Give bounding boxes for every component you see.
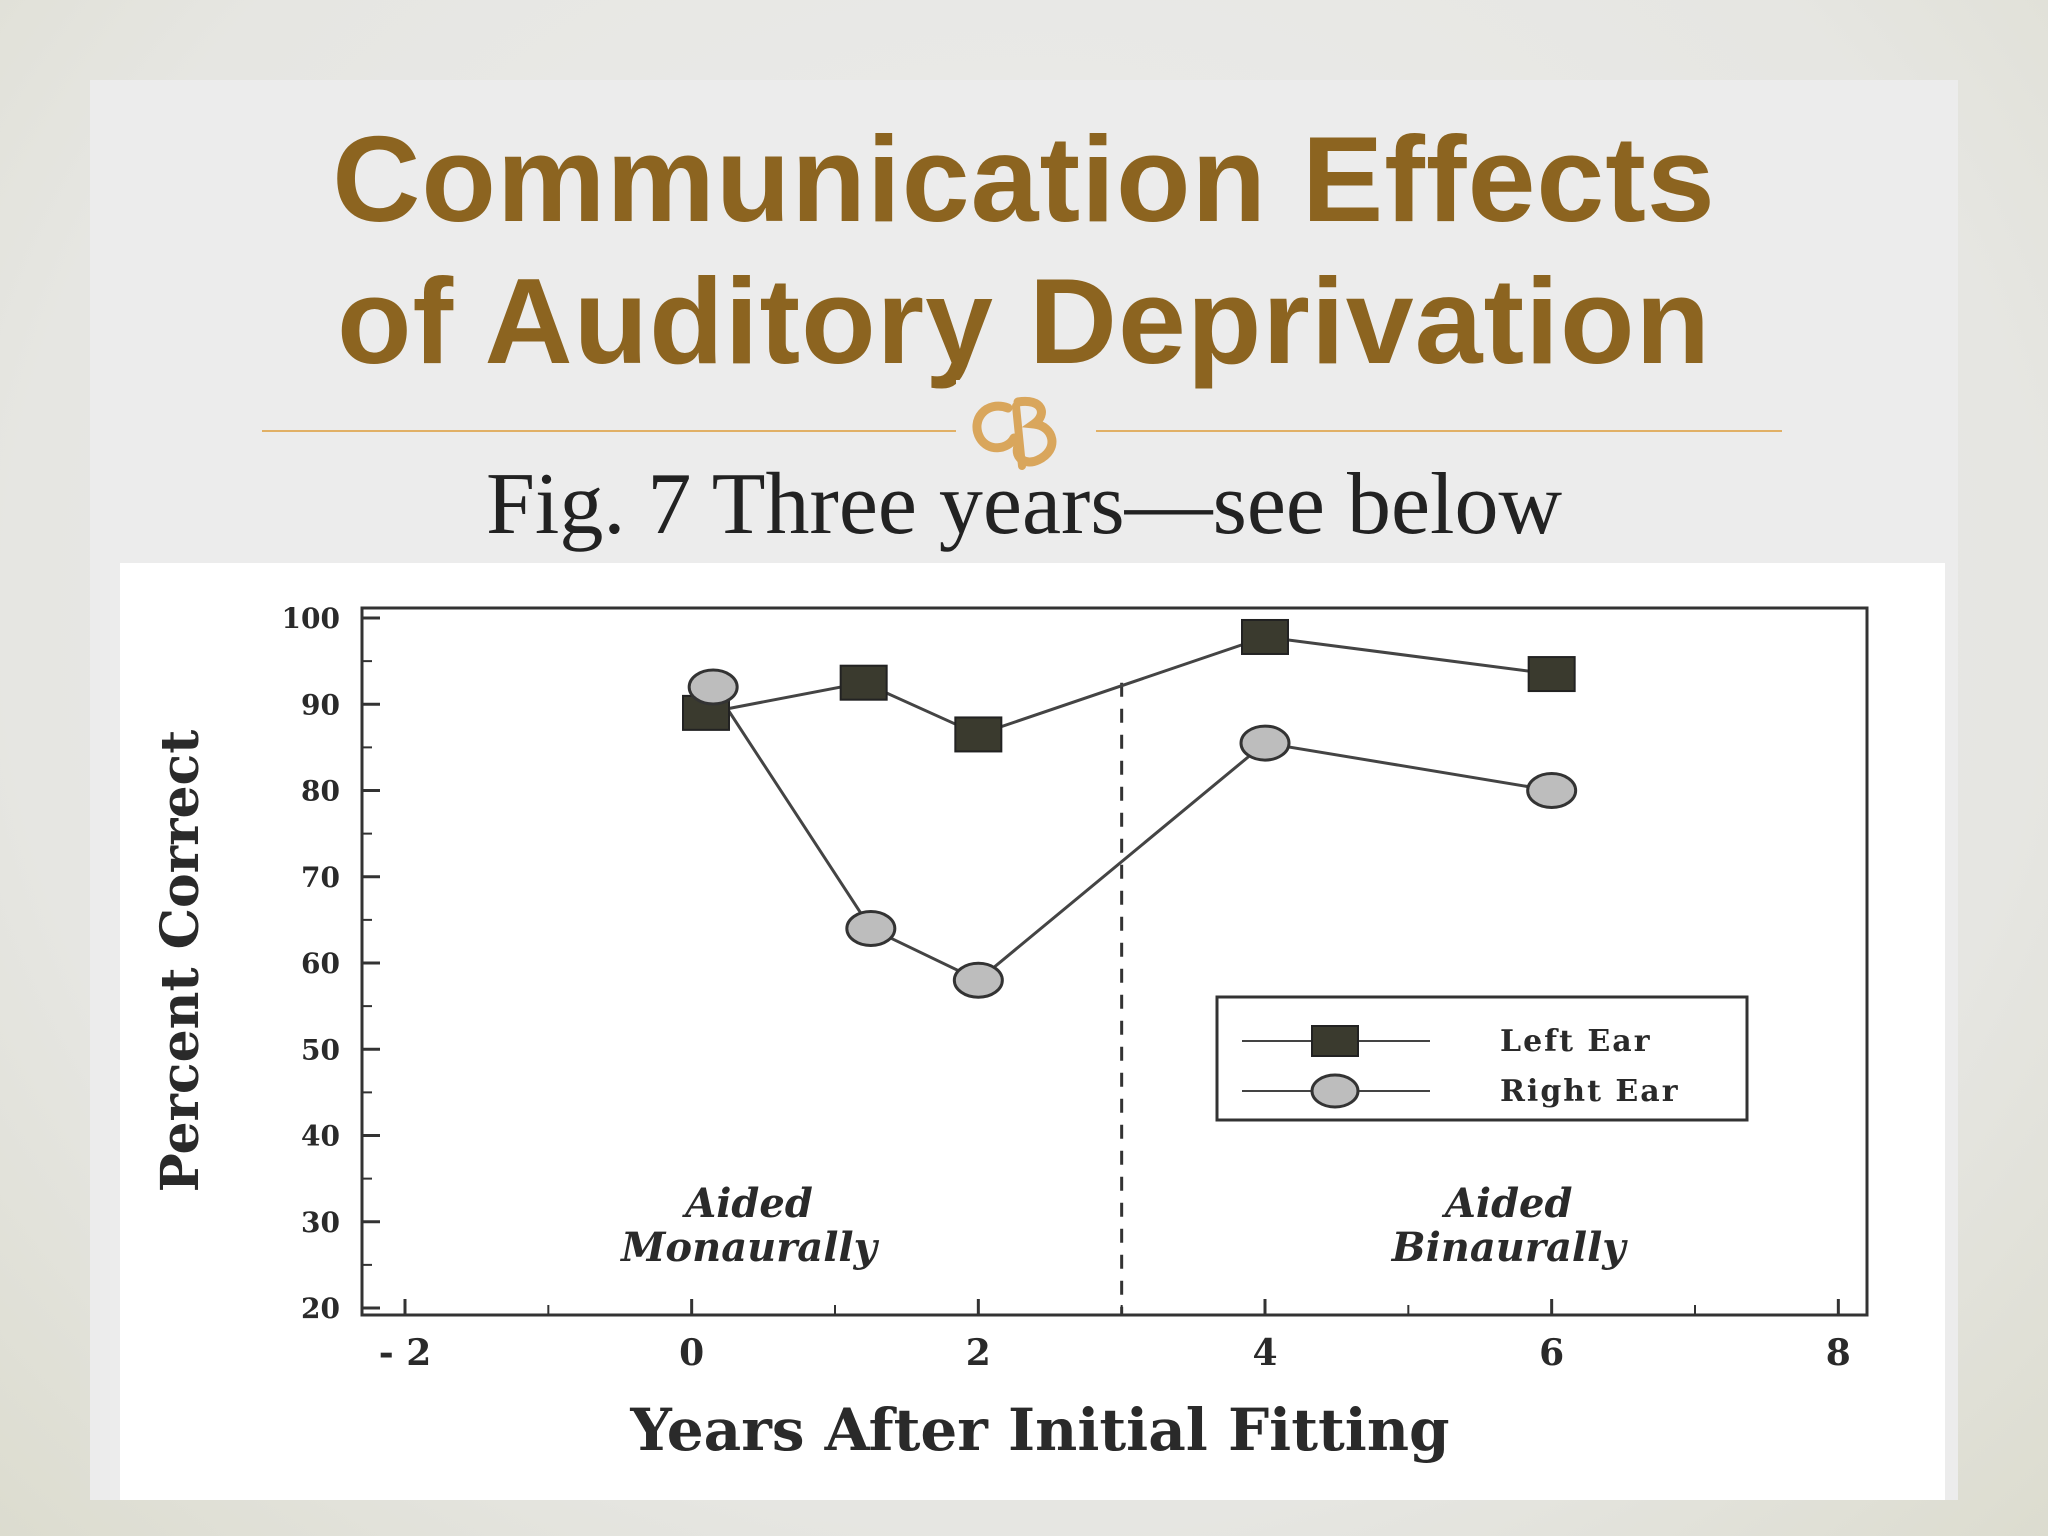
y-tick-label: 60 (301, 947, 340, 980)
right-ear-marker (952, 961, 1004, 999)
y-tick-label: 40 (301, 1120, 340, 1153)
left-ear-marker (954, 716, 1003, 753)
annotation-line-2: Binaurally (1391, 1224, 1628, 1271)
y-tick-label: 100 (282, 602, 340, 635)
y-axis-label: Percent Correct (150, 730, 211, 1193)
figure-caption: Fig. 7 Three years—see below (485, 456, 1563, 553)
y-tick-label: 20 (301, 1292, 340, 1325)
x-tick-label: - 2 (379, 1332, 432, 1374)
legend-right-ear-marker (1310, 1073, 1360, 1109)
slide-title: Communication Effects of Auditory Depriv… (0, 108, 2048, 392)
y-tick-label: 70 (301, 861, 340, 894)
left-ear-series-line (705, 635, 1552, 737)
legend: Left Ear Right Ear (1215, 995, 1749, 1122)
x-tick-label: 2 (966, 1332, 991, 1374)
left-ear-marker (839, 664, 888, 701)
annotation-line-1: Aided (681, 1180, 813, 1227)
legend-right-ear-label: Right Ear (1500, 1074, 1680, 1109)
x-axis-label: Years After Initial Fitting (629, 1396, 1449, 1464)
flourish-icon (956, 380, 1096, 480)
y-tick-label: 50 (301, 1033, 340, 1066)
x-tick-label: 8 (1826, 1332, 1851, 1374)
x-tick-label: 6 (1539, 1332, 1564, 1374)
left-ear-marker (1241, 618, 1289, 655)
right-ear-marker (687, 668, 739, 706)
annotation-line-2: Monaurally (619, 1224, 879, 1271)
legend-left-ear-marker (1311, 1025, 1359, 1057)
x-tick-label: 4 (1252, 1332, 1277, 1374)
y-tick-label: 80 (301, 775, 340, 808)
y-tick-label: 30 (301, 1206, 340, 1239)
title-line-1: Communication Effects (332, 111, 1716, 247)
annotation-line-1: Aided (1441, 1180, 1573, 1227)
x-tick-label: 0 (679, 1332, 704, 1374)
right-ear-marker (1239, 724, 1291, 762)
right-ear-series-line (711, 686, 1552, 983)
right-ear-marker (845, 910, 897, 947)
right-ear-marker (1526, 772, 1578, 809)
left-ear-marker (1527, 656, 1576, 693)
title-line-2: of Auditory Deprivation (336, 253, 1712, 389)
legend-left-ear-label: Left Ear (1500, 1024, 1652, 1059)
y-tick-label: 90 (301, 688, 340, 721)
legend-box (1215, 995, 1749, 1122)
plot-frame (360, 606, 1869, 1317)
